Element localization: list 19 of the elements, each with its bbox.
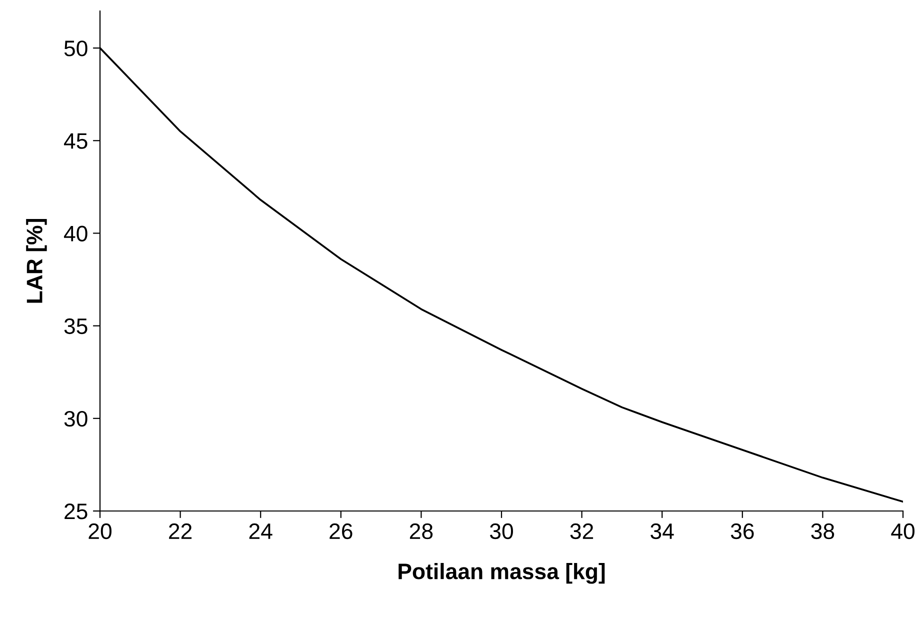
y-tick-label: 30 (64, 410, 88, 427)
y-axis-title: LAR [%] (26, 219, 47, 303)
x-tick-label: 24 (249, 523, 272, 539)
y-tick-label: 35 (64, 318, 88, 334)
x-tick-label: 40 (891, 523, 914, 540)
x-tick-label: 20 (88, 523, 112, 540)
x-tick-label: 26 (330, 523, 352, 540)
x-tick-label: 22 (169, 523, 192, 539)
y-tick-label: 40 (64, 226, 88, 242)
x-tick-label: 28 (410, 523, 433, 540)
y-tick-label: 25 (64, 504, 88, 520)
x-tick-label: 38 (811, 523, 834, 540)
x-axis-title: Potilaan massa [kg] (398, 562, 605, 584)
x-tick-label: 34 (650, 523, 674, 540)
x-tick-label: 30 (490, 523, 513, 540)
y-tick-label: 45 (64, 133, 88, 149)
y-tick-label: 50 (64, 40, 88, 56)
x-tick-label: 32 (570, 523, 594, 540)
x-tick-label: 36 (730, 523, 754, 540)
